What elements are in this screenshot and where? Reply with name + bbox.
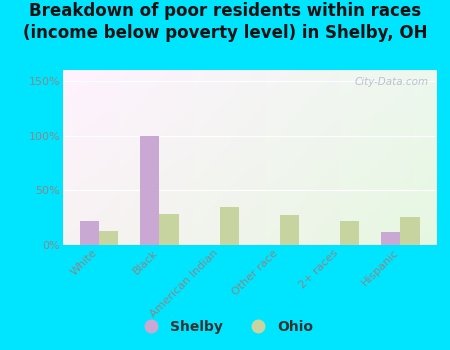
Bar — [220, 207, 239, 245]
Bar — [381, 232, 400, 245]
Text: Breakdown of poor residents within races
(income below poverty level) in Shelby,: Breakdown of poor residents within races… — [23, 2, 427, 42]
Bar — [400, 217, 420, 245]
Bar — [340, 221, 360, 245]
Bar — [99, 231, 118, 245]
Bar — [280, 216, 299, 245]
Bar — [80, 221, 99, 245]
Bar — [159, 214, 179, 245]
Text: City-Data.com: City-Data.com — [355, 77, 429, 87]
Bar — [140, 135, 159, 245]
Legend: Shelby, Ohio: Shelby, Ohio — [131, 314, 319, 340]
